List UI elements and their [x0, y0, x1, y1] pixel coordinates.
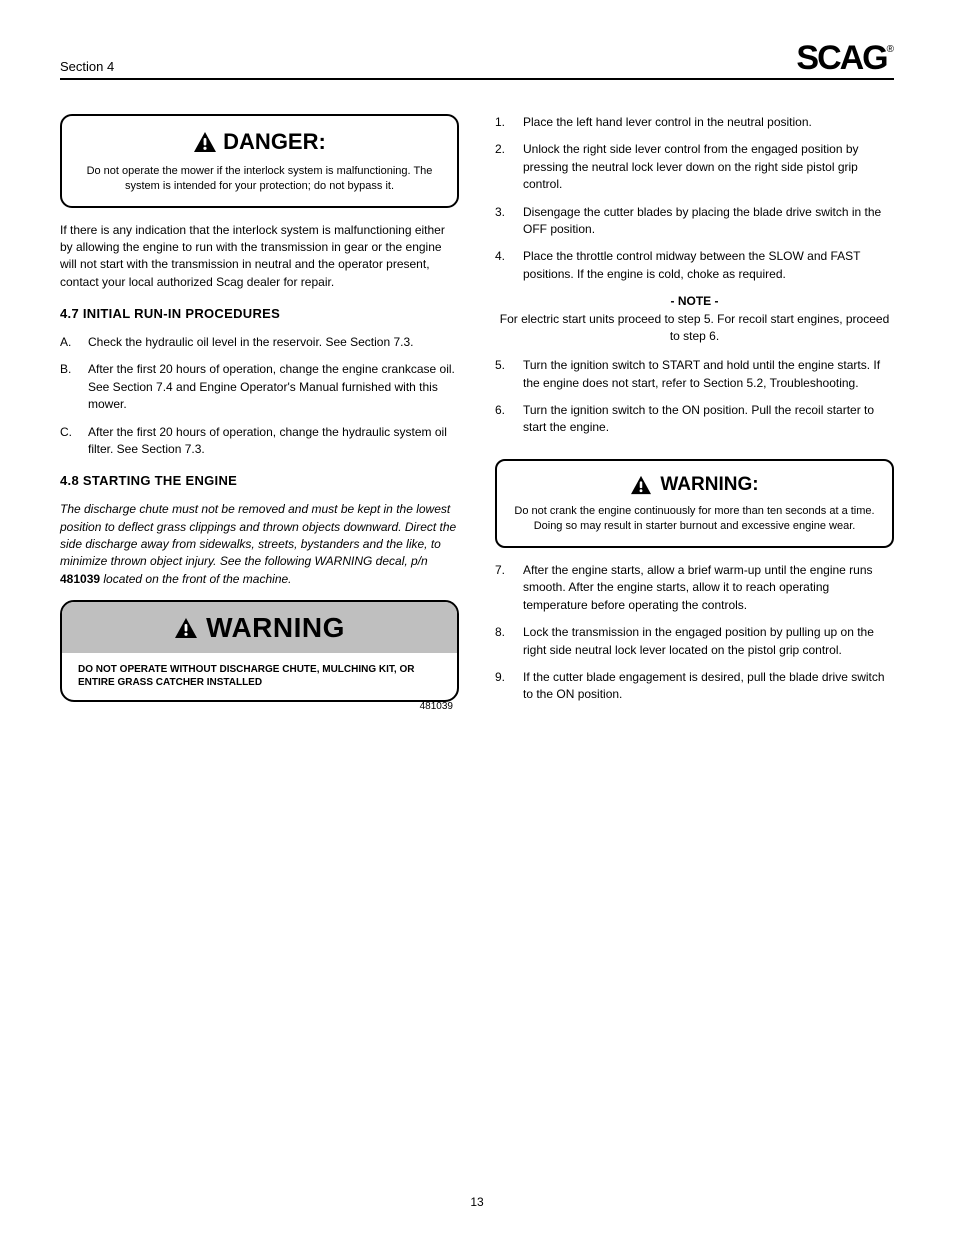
page-number: 13 — [0, 1195, 954, 1209]
list-item: 9.If the cutter blade engagement is desi… — [495, 669, 894, 704]
list-item: B.After the first 20 hours of operation,… — [60, 361, 459, 413]
list-item: 1.Place the left hand lever control in t… — [495, 114, 894, 131]
warning-decal-body: DO NOT OPERATE WITHOUT DISCHARGE CHUTE, … — [62, 653, 457, 700]
list-item: 6.Turn the ignition switch to the ON pos… — [495, 402, 894, 437]
list-item: 2.Unlock the right side lever control fr… — [495, 141, 894, 193]
content-columns: DANGER: Do not operate the mower if the … — [60, 114, 894, 722]
danger-title: DANGER: — [223, 126, 326, 158]
section-label: Section 4 — [60, 59, 114, 74]
warning-decal: WARNING DO NOT OPERATE WITHOUT DISCHARGE… — [60, 600, 459, 702]
list-item: 7.After the engine starts, allow a brief… — [495, 562, 894, 614]
section-heading-runin: 4.7 INITIAL RUN-IN PROCEDURES — [60, 305, 459, 324]
paragraph: If there is any indication that the inte… — [60, 222, 459, 292]
danger-text: Do not operate the mower if the interloc… — [76, 164, 443, 194]
list-item: A.Check the hydraulic oil level in the r… — [60, 334, 459, 351]
page-header: Section 4 SCAG® — [60, 44, 894, 80]
warning-icon — [630, 475, 652, 495]
list-item: C.After the first 20 hours of operation,… — [60, 424, 459, 459]
warning-text: Do not crank the engine continuously for… — [511, 504, 878, 534]
danger-callout: DANGER: Do not operate the mower if the … — [60, 114, 459, 208]
warning-title: WARNING: — [660, 471, 758, 499]
section-heading-starting: 4.8 STARTING THE ENGINE — [60, 472, 459, 491]
warning-heading: WARNING: — [511, 471, 878, 499]
warning-icon — [174, 617, 198, 639]
decal-part-number: 481039 — [60, 700, 459, 715]
list-item: 5.Turn the ignition switch to START and … — [495, 357, 894, 392]
left-column: DANGER: Do not operate the mower if the … — [60, 114, 459, 722]
right-column: 1.Place the left hand lever control in t… — [495, 114, 894, 722]
danger-icon — [193, 131, 217, 153]
warning-decal-title: WARNING — [206, 608, 345, 649]
brand-logo: SCAG® — [796, 44, 894, 74]
note-label: - NOTE - — [495, 293, 894, 310]
warning-callout: WARNING: Do not crank the engine continu… — [495, 459, 894, 548]
danger-heading: DANGER: — [76, 126, 443, 158]
list-item: 8.Lock the transmission in the engaged p… — [495, 624, 894, 659]
list-item: 3.Disengage the cutter blades by placing… — [495, 204, 894, 239]
warning-decal-header: WARNING — [62, 602, 457, 653]
note-text: For electric start units proceed to step… — [500, 312, 890, 343]
page: Section 4 SCAG® DANGER: Do not operate t… — [0, 0, 954, 1235]
reference-paragraph: The discharge chute must not be removed … — [60, 501, 459, 588]
note-block: - NOTE - For electric start units procee… — [495, 293, 894, 345]
list-item: 4.Place the throttle control midway betw… — [495, 248, 894, 283]
